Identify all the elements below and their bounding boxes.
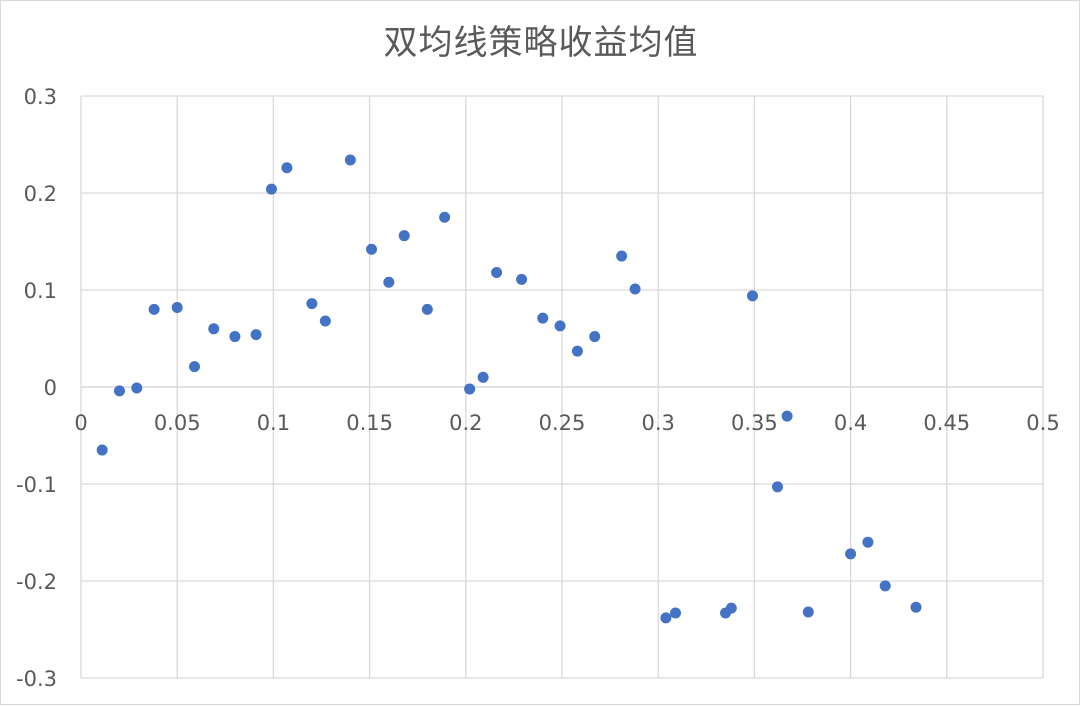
data-point bbox=[725, 602, 737, 614]
tick-labels: 0 0.05 0.1 0.15 0.2 0.25 0.3 0.35 0.4 0.45 0.5 0.3 0… bbox=[16, 85, 1060, 691]
y-tick-label: 0.2 bbox=[24, 182, 57, 206]
data-point bbox=[589, 331, 601, 343]
data-point bbox=[746, 290, 758, 302]
data-point bbox=[845, 548, 857, 560]
data-point bbox=[281, 162, 293, 174]
data-point bbox=[670, 607, 682, 619]
data-point bbox=[439, 211, 451, 223]
data-point bbox=[771, 481, 783, 493]
y-tick-label: -0.1 bbox=[16, 473, 57, 497]
data-point bbox=[660, 612, 672, 624]
x-tick-label: 0.5 bbox=[1026, 411, 1059, 435]
x-tick-label: 0.05 bbox=[154, 411, 201, 435]
data-point bbox=[131, 382, 143, 394]
data-point bbox=[879, 580, 891, 592]
x-tick-label: 0.3 bbox=[641, 411, 674, 435]
data-point bbox=[265, 183, 277, 195]
data-point bbox=[383, 276, 395, 288]
data-point bbox=[319, 315, 331, 327]
x-tick-label: 0.15 bbox=[346, 411, 393, 435]
data-point bbox=[781, 410, 793, 422]
chart-title: 双均线策略收益均值 bbox=[383, 23, 699, 63]
y-tick-label: -0.2 bbox=[16, 570, 57, 594]
x-tick-label: 0.45 bbox=[923, 411, 970, 435]
data-point bbox=[148, 303, 160, 315]
y-tick-label: -0.3 bbox=[16, 667, 57, 691]
x-tick-label: 0 bbox=[74, 411, 87, 435]
x-tick-label: 0.25 bbox=[539, 411, 586, 435]
data-point bbox=[250, 329, 262, 341]
data-point bbox=[171, 301, 183, 313]
data-point bbox=[477, 371, 489, 383]
data-point bbox=[491, 267, 503, 279]
data-point bbox=[571, 345, 583, 357]
data-point bbox=[554, 320, 566, 332]
data-point bbox=[344, 154, 356, 166]
x-tick-label: 0.2 bbox=[449, 411, 482, 435]
x-tick-label: 0.1 bbox=[257, 411, 290, 435]
data-point bbox=[189, 361, 201, 373]
data-point bbox=[366, 243, 378, 255]
data-point bbox=[910, 601, 922, 613]
x-tick-label: 0.35 bbox=[731, 411, 778, 435]
data-point bbox=[537, 312, 549, 324]
data-point bbox=[616, 250, 628, 262]
data-point bbox=[802, 606, 814, 618]
data-point bbox=[421, 303, 433, 315]
data-point bbox=[113, 385, 125, 397]
data-points bbox=[96, 154, 922, 624]
data-point bbox=[306, 298, 318, 310]
data-point bbox=[208, 323, 220, 335]
data-point bbox=[96, 444, 108, 456]
data-point bbox=[862, 536, 874, 548]
y-tick-label: 0 bbox=[44, 376, 57, 400]
data-point bbox=[629, 283, 641, 295]
x-tick-label: 0.4 bbox=[834, 411, 867, 435]
data-point bbox=[229, 331, 241, 343]
y-tick-label: 0.3 bbox=[24, 85, 57, 109]
data-point bbox=[464, 383, 476, 395]
y-tick-label: 0.1 bbox=[24, 279, 57, 303]
data-point bbox=[516, 273, 528, 285]
data-point bbox=[398, 230, 410, 242]
